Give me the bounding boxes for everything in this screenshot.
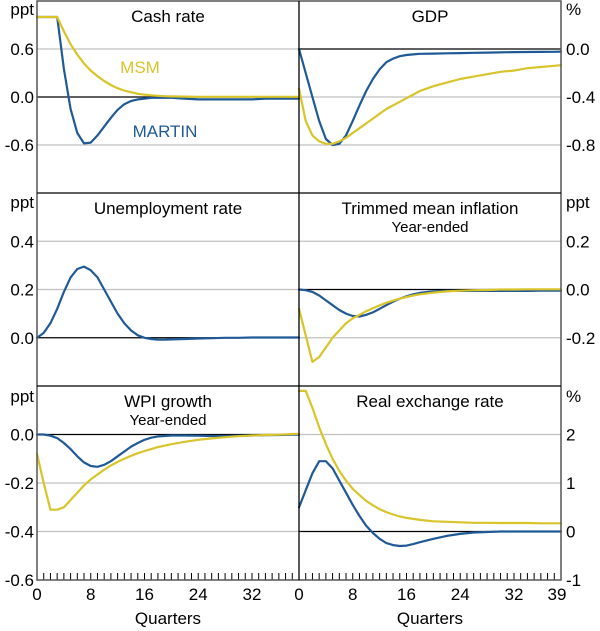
unit-label-cash-rate: ppt xyxy=(10,0,34,19)
y-tick-label-trimmed-mean-inflation: 0.0 xyxy=(566,281,590,300)
x-tick-label: 0 xyxy=(294,585,303,604)
x-tick-label: 24 xyxy=(451,585,470,604)
unit-label-real-exchange-rate: % xyxy=(566,387,581,406)
unit-label-trimmed-mean: ppt xyxy=(566,193,590,212)
unit-label-wpi: ppt xyxy=(10,387,34,406)
x-tick-label: 16 xyxy=(135,585,154,604)
y-tick-label-unemployment-rate: 0.2 xyxy=(10,281,34,300)
y-tick-label-gdp: 0.0 xyxy=(566,40,590,59)
y-tick-label-gdp: -0.4 xyxy=(566,88,595,107)
frame xyxy=(36,0,562,581)
panel-subtitle-wpi: Year-ended xyxy=(129,412,206,429)
y-tick-label-unemployment-rate: 0.0 xyxy=(10,329,34,348)
series-line-martin-unemployment-rate xyxy=(35,265,301,341)
y-tick-label-trimmed-mean-inflation: 0.2 xyxy=(566,232,590,251)
series-line-msm-gdp xyxy=(297,64,563,145)
series-line-msm-real-exchange-rate xyxy=(297,389,563,525)
y-tick-label-trimmed-mean-inflation: -0.2 xyxy=(566,329,595,348)
y-tick-label-real-exchange-rate: 1 xyxy=(566,474,575,493)
x-tick-label: 24 xyxy=(189,585,208,604)
x-tick-label: 8 xyxy=(348,585,357,604)
y-tick-label-wpi-growth: -0.6 xyxy=(5,571,34,590)
y-tick-label-wpi-growth: -0.4 xyxy=(5,523,34,542)
x-axis-label-right: Quarters xyxy=(397,609,463,628)
y-tick-label-gdp: -0.8 xyxy=(566,136,595,155)
series-line-martin-cash-rate xyxy=(35,15,301,145)
series-lines xyxy=(35,15,563,548)
series-line-msm-cash-rate xyxy=(35,15,301,98)
labels: Cash rate GDP Unemployment rate Trimmed … xyxy=(10,0,590,628)
y-tick-label-wpi-growth: -0.2 xyxy=(5,474,34,493)
panel-subtitle-trimmed-mean: Year-ended xyxy=(391,219,468,236)
series-line-martin-real-exchange-rate xyxy=(297,460,563,548)
series-line-martin-wpi-growth xyxy=(35,433,301,468)
y-tick-label-cash-rate: -0.6 xyxy=(5,136,34,155)
series-line-msm-trimmed-mean-inflation xyxy=(297,288,563,363)
x-tick-label: 0 xyxy=(32,585,41,604)
legend-label-msm: MSM xyxy=(120,58,160,77)
y-tick-label-cash-rate: 0.6 xyxy=(10,40,34,59)
x-tick-label: 32 xyxy=(243,585,262,604)
y-tick-label-unemployment-rate: 0.4 xyxy=(10,232,34,251)
y-tick-label-real-exchange-rate: 0 xyxy=(566,523,575,542)
x-tick-label: 8 xyxy=(86,585,95,604)
panel-title-gdp: GDP xyxy=(412,7,449,26)
legend-label-martin: MARTIN xyxy=(133,122,198,141)
y-tick-label-real-exchange-rate: -1 xyxy=(566,571,581,590)
panel-title-trimmed-mean: Trimmed mean inflation xyxy=(342,199,519,218)
series-line-msm-wpi-growth xyxy=(35,432,301,511)
x-tick-label: 39 xyxy=(548,585,567,604)
panel-title-unemployment: Unemployment rate xyxy=(94,199,242,218)
x-tick-label: 16 xyxy=(397,585,416,604)
panel-title-wpi: WPI growth xyxy=(124,392,212,411)
panel-title-cash-rate: Cash rate xyxy=(131,7,205,26)
panel-title-real-exchange-rate: Real exchange rate xyxy=(356,392,503,411)
y-tick-label-real-exchange-rate: 2 xyxy=(566,426,575,445)
x-tick-label: 32 xyxy=(505,585,524,604)
y-tick-label-wpi-growth: 0.0 xyxy=(10,426,34,445)
x-axis-label-left: Quarters xyxy=(135,609,201,628)
y-tick-label-cash-rate: 0.0 xyxy=(10,88,34,107)
tick-labels: 0.6 0.0 -0.6 0.0 -0.4 -0.8 0.4 0.2 0.0 0.2 0.0 -0.2… xyxy=(5,40,596,604)
unit-label-unemployment: ppt xyxy=(10,193,34,212)
unit-label-gdp: % xyxy=(566,0,581,19)
